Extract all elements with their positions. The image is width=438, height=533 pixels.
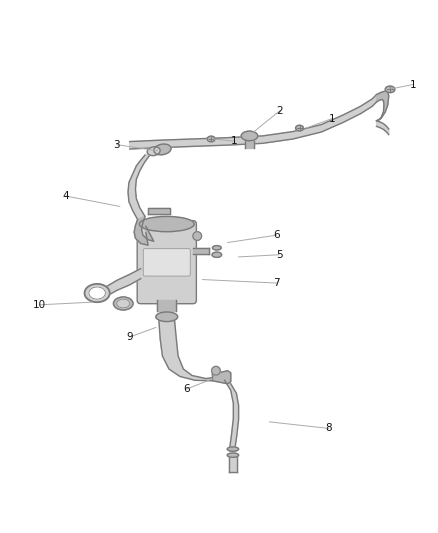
Polygon shape [225, 381, 239, 447]
Polygon shape [130, 94, 377, 149]
Ellipse shape [212, 252, 222, 257]
Ellipse shape [85, 284, 110, 302]
FancyBboxPatch shape [143, 249, 190, 276]
Ellipse shape [207, 136, 215, 142]
Ellipse shape [117, 299, 130, 308]
Polygon shape [245, 141, 254, 148]
Ellipse shape [212, 246, 221, 250]
Ellipse shape [154, 144, 171, 155]
Polygon shape [104, 269, 141, 298]
Polygon shape [159, 321, 212, 381]
Ellipse shape [227, 447, 239, 451]
Text: 6: 6 [183, 384, 190, 394]
FancyBboxPatch shape [137, 221, 196, 304]
Text: 1: 1 [231, 136, 237, 146]
Ellipse shape [385, 86, 395, 93]
Polygon shape [134, 216, 154, 245]
Text: 10: 10 [33, 300, 46, 310]
Circle shape [212, 366, 220, 375]
Ellipse shape [147, 147, 160, 156]
Polygon shape [128, 152, 153, 220]
Text: 6: 6 [273, 230, 280, 240]
Polygon shape [377, 120, 389, 135]
Polygon shape [229, 457, 237, 472]
Text: 7: 7 [273, 278, 280, 288]
Text: 5: 5 [276, 250, 283, 260]
Ellipse shape [156, 312, 178, 321]
Text: 9: 9 [127, 332, 133, 342]
Polygon shape [193, 248, 209, 254]
Text: 2: 2 [277, 106, 283, 116]
Text: 1: 1 [329, 114, 336, 124]
Polygon shape [148, 208, 170, 214]
Ellipse shape [89, 287, 106, 299]
Text: 8: 8 [325, 423, 332, 433]
Ellipse shape [113, 297, 133, 310]
Polygon shape [157, 300, 177, 311]
Polygon shape [377, 91, 389, 120]
Circle shape [193, 232, 201, 240]
Text: 4: 4 [63, 191, 69, 201]
Ellipse shape [139, 216, 194, 232]
Text: 1: 1 [410, 79, 416, 90]
Ellipse shape [227, 453, 239, 457]
Ellipse shape [241, 131, 258, 141]
Ellipse shape [296, 125, 304, 131]
Polygon shape [212, 371, 231, 384]
Text: 3: 3 [113, 140, 120, 150]
